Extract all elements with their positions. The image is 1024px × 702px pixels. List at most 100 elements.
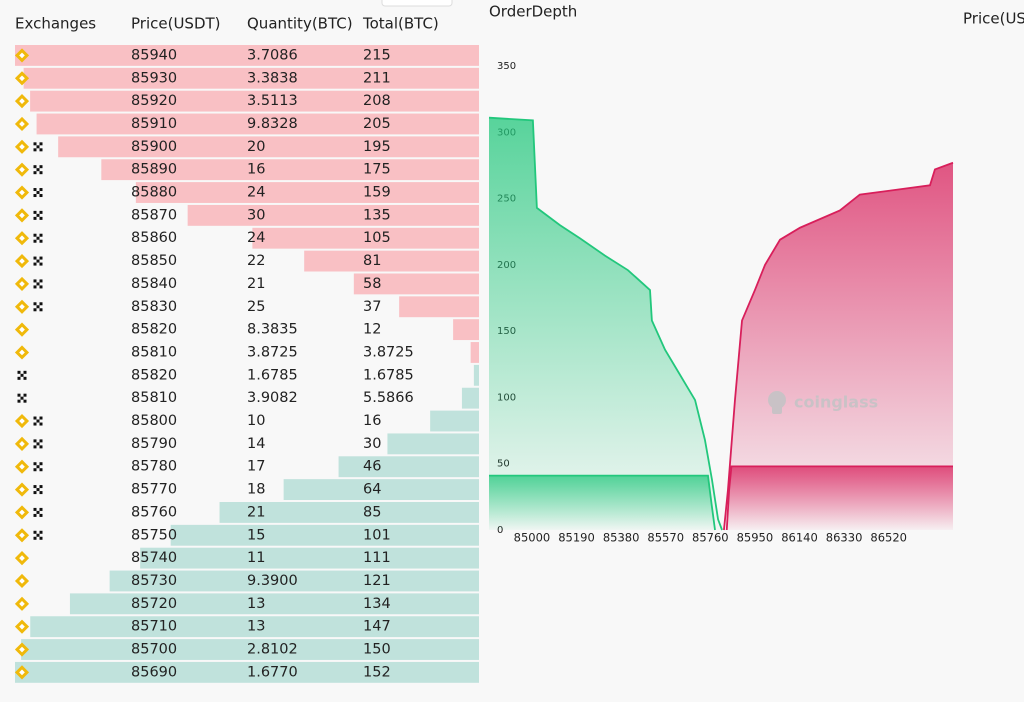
binance-icon-center — [19, 418, 25, 424]
chart-title: OrderDepth — [489, 3, 577, 21]
okx-icon — [36, 259, 40, 263]
price: 85840 — [131, 276, 177, 292]
okx-icon — [39, 422, 43, 426]
binance-icon-center — [19, 281, 25, 287]
order-row: 85810 3.8725 3.8725 — [14, 342, 479, 363]
quantity: 2.8102 — [247, 642, 298, 658]
okx-icon — [39, 507, 43, 511]
binance-icon-center — [19, 303, 25, 310]
okx-icon — [33, 536, 37, 540]
price: 85900 — [131, 139, 177, 155]
price: 85890 — [131, 162, 177, 178]
okx-icon — [33, 302, 37, 306]
okx-icon — [39, 285, 43, 289]
okx-icon — [39, 142, 43, 146]
okx-icon — [23, 393, 27, 397]
order-row: 85730 9.3900 121 — [14, 570, 479, 592]
depth-bar — [219, 502, 480, 523]
depth-bar — [58, 136, 480, 158]
okx-icon — [23, 370, 27, 374]
total: 215 — [363, 47, 391, 63]
binance-icon-center — [19, 235, 25, 242]
okx-icon — [39, 279, 43, 283]
quantity: 14 — [247, 436, 265, 452]
depth-bar — [387, 433, 479, 455]
binance-icon-center — [19, 669, 25, 676]
quantity: 20 — [247, 139, 265, 155]
total: 147 — [363, 619, 391, 635]
order-row: 85920 3.5113 208 — [14, 90, 480, 112]
price: 85760 — [131, 504, 177, 520]
okx-icon — [33, 491, 37, 495]
quantity: 22 — [247, 253, 265, 269]
total: 37 — [363, 299, 381, 315]
price: 85810 — [131, 390, 177, 406]
order-row: 85700 2.8102 150 — [14, 639, 480, 660]
binance-icon-center — [19, 121, 25, 127]
okx-icon — [39, 194, 43, 198]
price: 85690 — [131, 664, 177, 680]
okx-icon — [33, 308, 37, 312]
order-row: 85820 1.6785 1.6785 — [17, 364, 479, 386]
okx-icon — [33, 439, 37, 443]
okx-icon — [36, 465, 40, 469]
binance-icon-center — [19, 578, 25, 584]
price: 85880 — [131, 185, 177, 201]
okx-icon — [39, 416, 43, 420]
depth-bar — [30, 616, 480, 638]
okx-icon — [39, 462, 43, 466]
quantity: 21 — [247, 276, 265, 292]
top-button[interactable] — [381, 0, 453, 7]
total: 211 — [363, 70, 391, 86]
order-row: 85820 8.3835 12 — [14, 319, 479, 341]
order-row: 85870 30 135 — [14, 204, 479, 226]
okx-icon — [39, 308, 43, 312]
total: 111 — [363, 550, 391, 566]
okx-icon — [39, 536, 43, 540]
depth-bar — [252, 227, 479, 249]
total: 175 — [363, 162, 391, 178]
total: 3.8725 — [363, 344, 414, 360]
total: 135 — [363, 207, 391, 223]
binance-icon-center — [19, 166, 25, 173]
depth-bar — [15, 45, 479, 66]
quantity: 24 — [247, 230, 265, 246]
depth-bar — [69, 593, 480, 615]
binance-icon-center — [19, 532, 25, 539]
total: 159 — [363, 185, 391, 201]
order-row: 85770 18 64 — [14, 479, 479, 500]
okx-icon — [39, 188, 43, 192]
binance-icon-center — [19, 212, 25, 219]
order-row: 85940 3.7086 215 — [14, 45, 479, 66]
watermark-icon — [772, 405, 782, 414]
total: 150 — [363, 642, 391, 658]
price: 85790 — [131, 436, 177, 452]
depth-bar — [430, 410, 479, 432]
binance-icon-center — [19, 75, 25, 82]
depth-area — [726, 466, 953, 530]
okx-icon — [36, 419, 40, 423]
total: 134 — [363, 596, 391, 612]
depth-bar — [399, 296, 479, 318]
okx-icon — [39, 256, 43, 260]
x-tick-label: 85380 — [603, 531, 640, 545]
total: 101 — [363, 527, 391, 543]
okx-icon — [33, 422, 37, 426]
okx-icon — [33, 194, 37, 198]
quantity: 1.6785 — [247, 367, 298, 383]
order-row: 85910 9.8328 205 — [14, 113, 480, 135]
order-row: 85750 15 101 — [14, 524, 479, 546]
okx-icon — [17, 399, 21, 403]
okx-icon — [17, 370, 21, 374]
x-tick-label: 86520 — [870, 531, 907, 545]
okx-icon — [33, 468, 37, 472]
binance-icon-center — [19, 509, 25, 516]
price: 85700 — [131, 642, 177, 658]
quantity: 17 — [247, 459, 265, 475]
column-header: Exchanges — [15, 15, 96, 33]
binance-icon-center — [19, 486, 25, 493]
binance-icon-center — [19, 349, 25, 356]
depth-bar — [304, 250, 479, 272]
